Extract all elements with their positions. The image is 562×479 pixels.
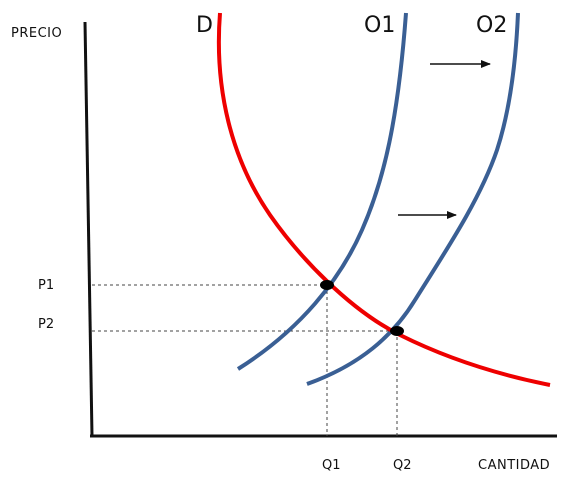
- y-axis-label: PRECIO: [11, 26, 62, 41]
- supply-curve-o2: [306, 12, 520, 386]
- supply-o1-label: O1: [364, 13, 395, 38]
- demand-label: D: [196, 13, 213, 38]
- supply-curve-o1: [236, 12, 408, 371]
- equilibrium-point-1: [320, 280, 334, 290]
- demand-curve: [216, 12, 551, 387]
- equilibrium-point-2: [390, 326, 404, 336]
- p2-label: P2: [38, 317, 54, 332]
- p1-label: P1: [38, 278, 54, 293]
- y-axis: [83, 21, 94, 437]
- supply-o2-label: O2: [476, 13, 507, 38]
- q2-label: Q2: [393, 458, 412, 473]
- q1-label: Q1: [322, 458, 341, 473]
- x-axis-label: CANTIDAD: [478, 458, 550, 473]
